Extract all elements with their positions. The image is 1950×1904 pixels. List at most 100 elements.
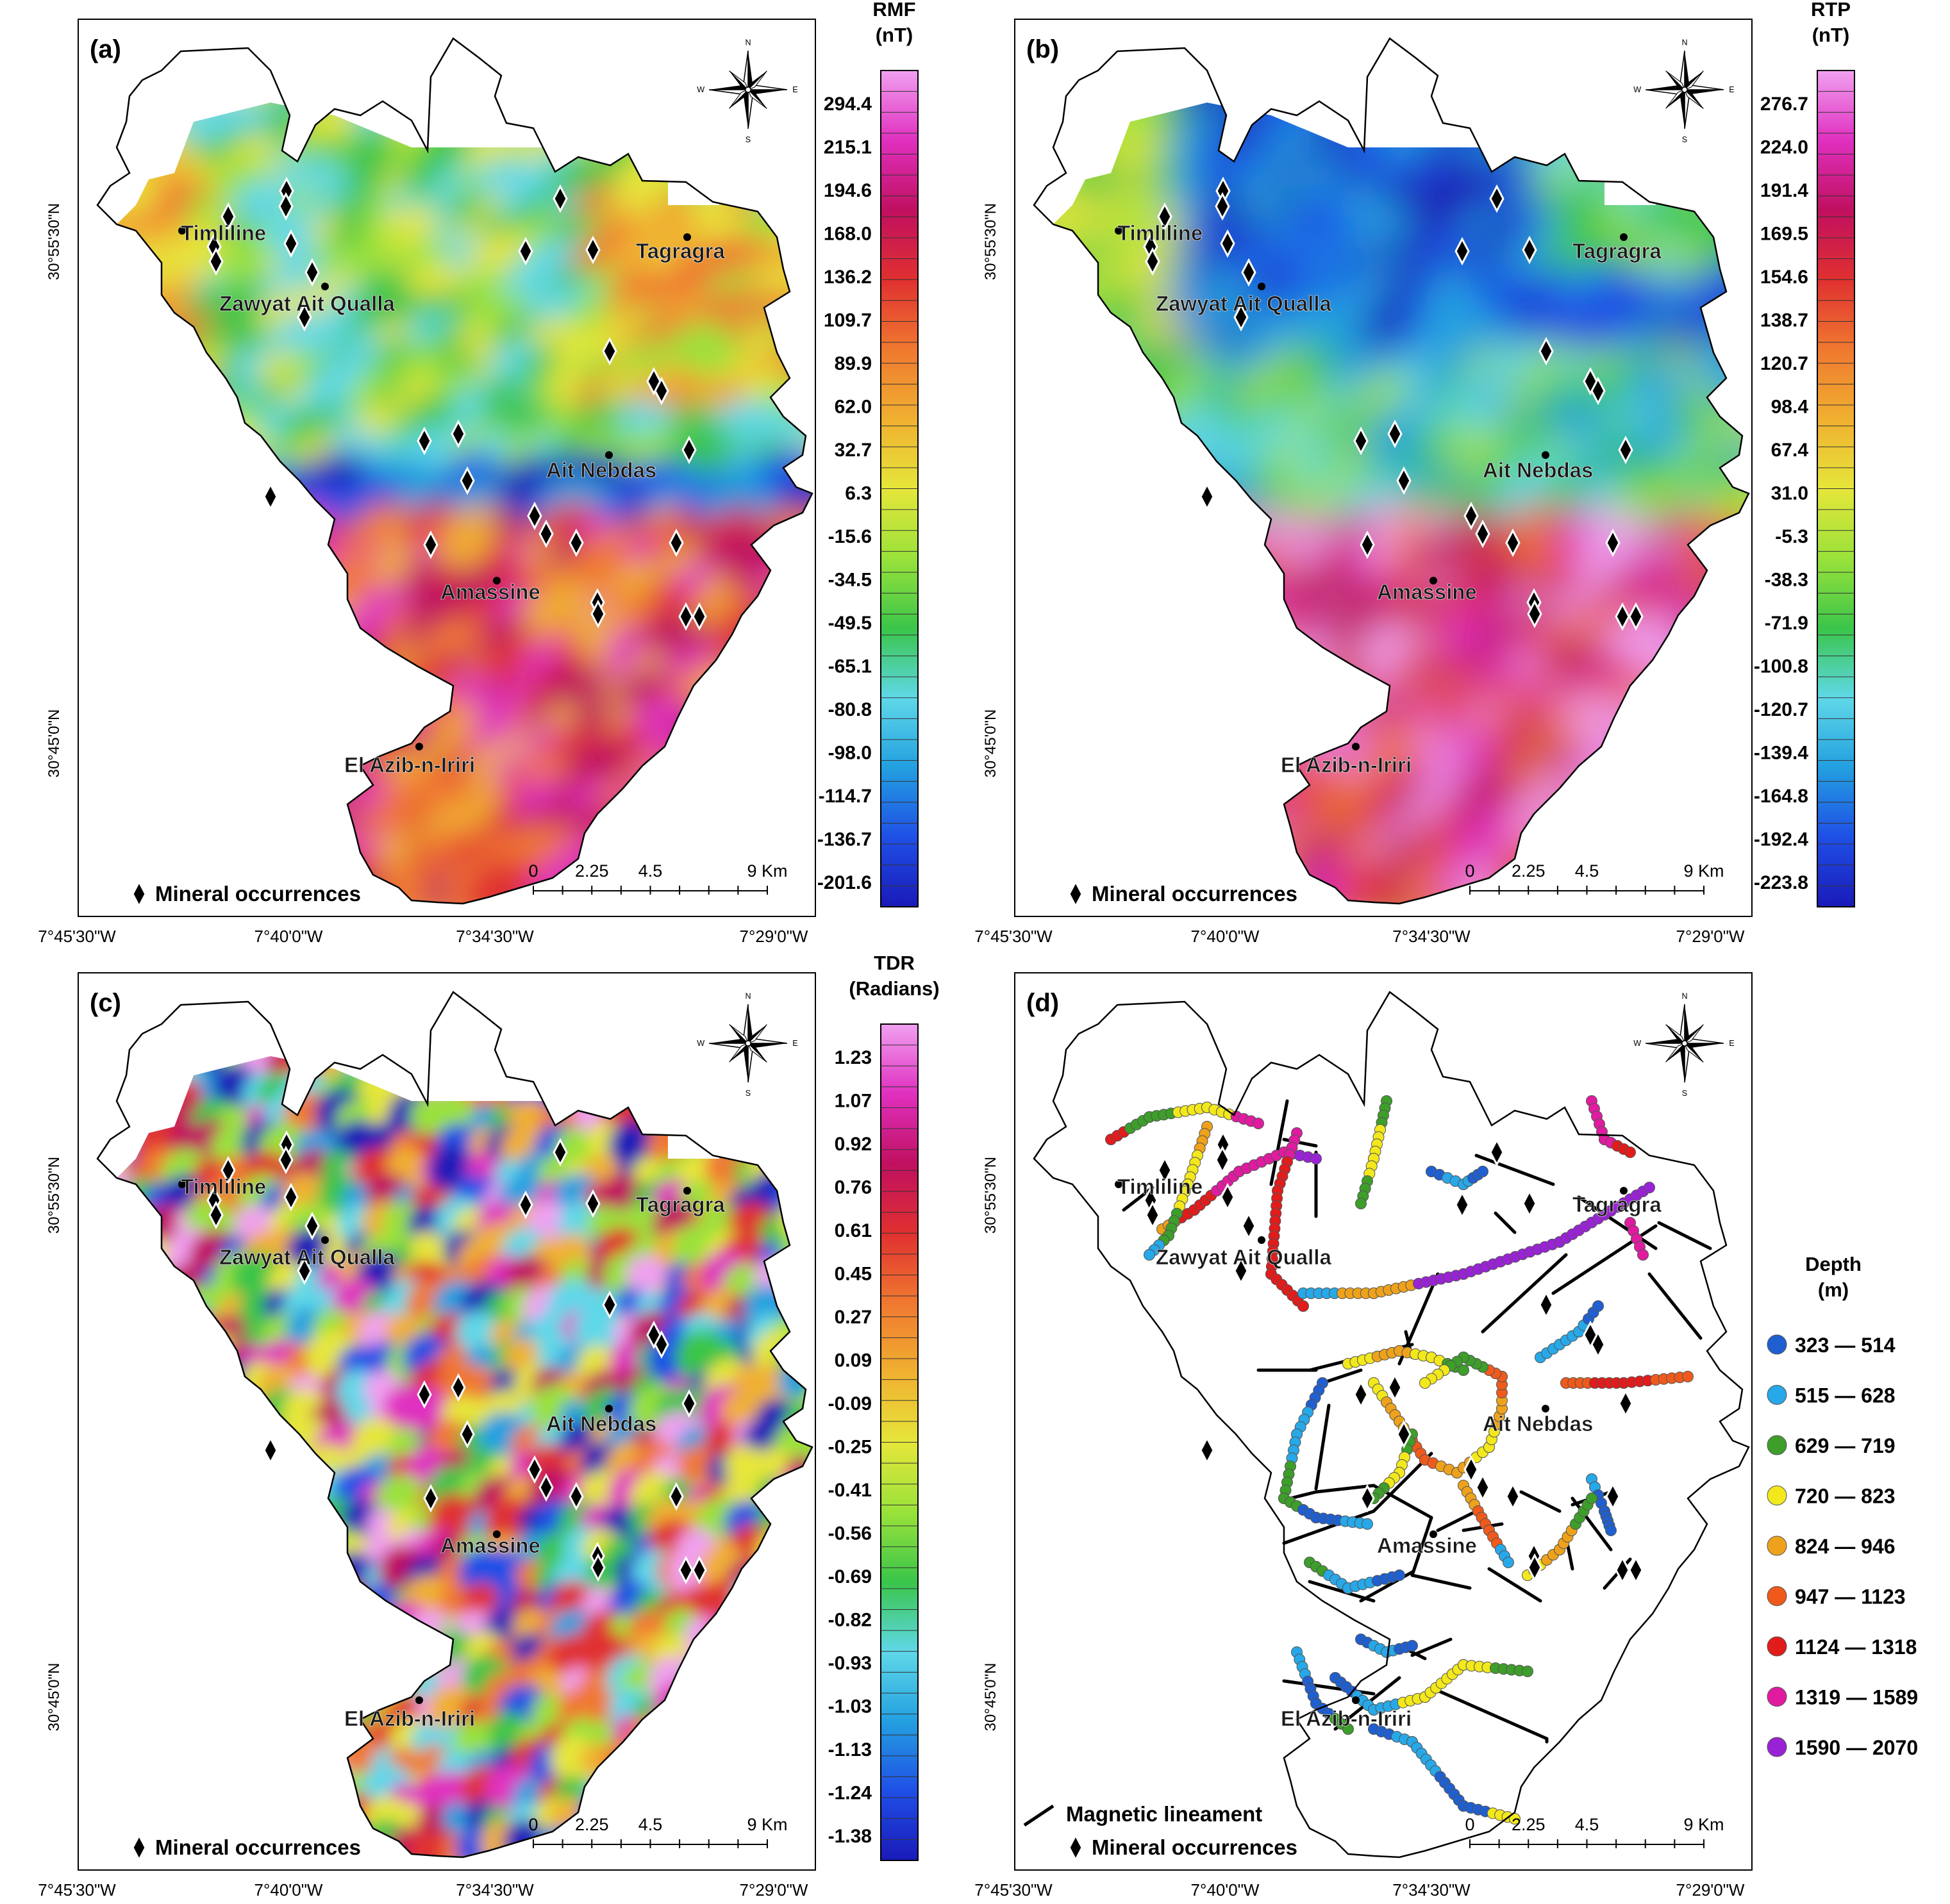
mineral-occurrence-icon [1628, 1555, 1644, 1585]
depth-class-swatch [1767, 1334, 1787, 1355]
depth-point [1406, 1640, 1418, 1652]
colorbar-tick-label: -192.4 [1754, 829, 1808, 850]
magnetic-lineament [1410, 1573, 1472, 1590]
longitude-label: 7°45'30"W [38, 927, 116, 946]
field-cell [677, 1445, 715, 1484]
settlement-label: Amassine [1377, 580, 1477, 604]
map-legend: Mineral occurrences [1068, 879, 1297, 909]
colorbar-tick-label: -80.8 [828, 699, 872, 720]
mineral-occurrence-icon [590, 1553, 606, 1582]
depth-class-swatch [1767, 1486, 1787, 1505]
mineral-occurrence-icon [527, 1455, 542, 1484]
colorbar-tick-label: -65.1 [828, 656, 872, 677]
mineral-occurrence-icon [304, 258, 320, 287]
magnetic-lineament [1487, 1567, 1542, 1603]
colorbar-tick-label: -5.3 [1775, 526, 1808, 547]
depth-class-swatch [1767, 1687, 1787, 1707]
magnetic-lineament [1321, 1368, 1363, 1385]
depth-solutions [1105, 1095, 1694, 1825]
settlement-label: Tagragra [636, 1193, 725, 1216]
magnetic-lineament [1314, 1403, 1331, 1491]
settlement-label: Tagragra [1572, 239, 1662, 263]
depth-point [1477, 1166, 1488, 1177]
magnetic-lineament [1571, 1496, 1613, 1552]
magnetic-lineament [1282, 1509, 1376, 1545]
mineral-occurrence-icon [1522, 1189, 1537, 1218]
scale-bar-label: 2.25 [575, 861, 609, 881]
colorbar-tick-label: 109.7 [824, 310, 872, 331]
settlement-label: Amassine [1377, 1534, 1477, 1557]
basin-boundary [1033, 37, 1750, 905]
colorbar-tick-label: 0.76 [835, 1177, 872, 1198]
settlement-dot [1258, 1236, 1265, 1244]
mineral-occurrence-icon [1157, 1155, 1172, 1185]
depth-point [1362, 1518, 1373, 1530]
compass-s-label: S [746, 1089, 751, 1098]
mineral-occurrence-icon [1454, 236, 1470, 266]
depth-legend: Depth (m) 323 — 514 515 — 628 629 — 719 720 —… [1767, 1253, 1918, 1759]
colorbar-tick-label: 98.4 [1771, 397, 1809, 418]
place-labels: Timliline Zawyat Ait Qualla Tagragra Ait Ne… [178, 1175, 726, 1730]
depth-point [1458, 1364, 1469, 1376]
colorbar-tick-label: 294.4 [824, 94, 872, 115]
mineral-occurrence-icon [1199, 1436, 1215, 1465]
mineral-occurrence-icon [278, 192, 294, 221]
settlement-label: Timliline [1117, 1175, 1203, 1198]
depth-legend-title: Depth [1805, 1253, 1862, 1275]
panel-label: (d) [1026, 989, 1059, 1017]
longitude-label: 7°29'0"W [740, 1880, 808, 1900]
mineral-occurrence-icon [1505, 528, 1521, 558]
mineral-occurrence-icon [602, 336, 617, 366]
depth-point [1310, 1153, 1322, 1164]
compass-w-label: W [1633, 85, 1641, 94]
settlement-label: Tagragra [1572, 1193, 1662, 1216]
longitude-label: 7°45'30"W [974, 927, 1053, 946]
mineral-occurrence-icon [1489, 1138, 1504, 1167]
map-legend: Mineral occurrences [131, 879, 361, 909]
magnetic-lineament [1314, 1484, 1376, 1494]
colorbar-tick-label: -201.6 [817, 872, 872, 893]
settlement-dot [1429, 577, 1437, 584]
mineral-occurrence-icon [553, 184, 568, 213]
mineral-occurrence-icon [1241, 1211, 1256, 1241]
basin-boundary [96, 37, 813, 905]
longitude-label: 7°29'0"W [1676, 927, 1745, 946]
colorbar-tick-label: 89.9 [835, 353, 872, 374]
mineral-occurrence-icon [1463, 501, 1479, 531]
compass-n-label: N [1681, 38, 1687, 47]
legend-lineament-symbol [1023, 1804, 1054, 1827]
colorbar-tick-label: 32.7 [835, 440, 872, 461]
colorbar: RMF (nT) 294.4 215.1 194.6 168.0 136.2 109.7 89.… [817, 0, 919, 907]
colorbar-tick-label: -0.69 [828, 1566, 872, 1587]
settlement-label: Timliline [1117, 221, 1203, 245]
depth-class-label: 629 — 719 [1795, 1434, 1896, 1457]
compass-n-label: N [745, 38, 751, 47]
mineral-occurrence-icon [553, 1138, 568, 1167]
mineral-occurrence-icon [1387, 1373, 1403, 1402]
colorbar-tick-label: -100.8 [1754, 656, 1808, 677]
depth-point [1144, 1249, 1155, 1261]
mineral-occurrence-icon [1068, 879, 1083, 909]
colorbar-tick-label: 194.6 [824, 180, 872, 201]
compass-w-label: W [1633, 1039, 1641, 1048]
colorbar-tick-label: 6.3 [845, 483, 872, 504]
colorbar-tick-label: 138.7 [1760, 310, 1808, 331]
depth-point [1592, 1300, 1604, 1312]
magnetic-lineament [1657, 1221, 1712, 1250]
north-arrow-icon: N S E W [697, 992, 798, 1098]
settlement-dot [1258, 283, 1265, 290]
depth-class-swatch [1767, 1435, 1787, 1455]
settlement-label: Timliline [181, 1175, 266, 1198]
latitude-label: 30°45'0"N [982, 709, 999, 778]
colorbar-tick-label: -49.5 [828, 613, 872, 634]
compass-w-label: W [697, 1039, 704, 1048]
depth-legend-unit: (m) [1818, 1279, 1849, 1301]
settlement-label: Zawyat Ait Qualla [219, 1245, 395, 1269]
mineral-occurrence-icon [1618, 435, 1633, 465]
mineral-occurrence-icon [681, 1389, 697, 1418]
settlement-label: Zawyat Ait Qualla [1156, 292, 1331, 315]
mineral-occurrence-icon [451, 419, 466, 449]
mineral-occurrence-icon [1215, 192, 1230, 221]
depth-point [1297, 1300, 1309, 1312]
